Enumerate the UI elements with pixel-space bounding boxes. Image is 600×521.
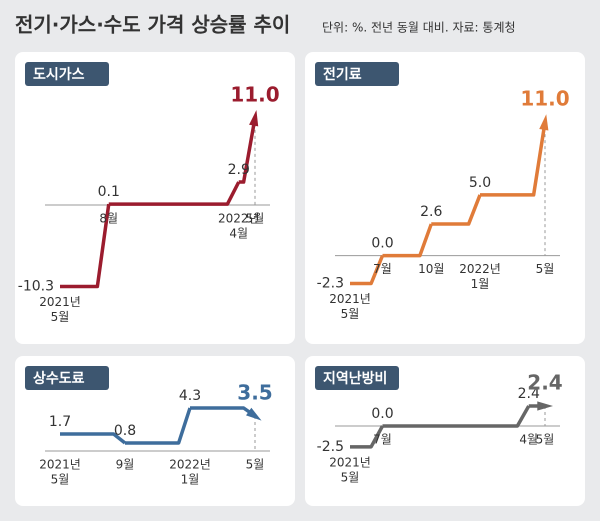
value-label: 11.0 [230,82,279,106]
line-segment [431,194,482,226]
panel-title: 전기료 [323,66,362,83]
page-subtitle: 단위: %. 전년 동월 대비. 자료: 통계청 [322,21,516,35]
page-title: 전기·가스·수도 가격 상승률 추이 [15,13,290,37]
line-segment [382,223,433,258]
panel [15,356,295,506]
x-tick-label: 4월 [229,226,248,240]
line-segment [60,203,111,289]
line-segment [350,425,385,449]
arrow-head [249,110,259,127]
line-segment [480,121,547,197]
x-tick-label: 2022년 [218,211,260,225]
value-label: 3.5 [237,381,272,405]
x-tick-label: 2022년 [169,458,211,472]
x-tick-label: 5월 [51,310,70,324]
value-label: 0.0 [371,236,393,252]
panel-tab [25,366,109,390]
value-label: 0.0 [371,406,393,422]
value-label: 11.0 [520,87,569,111]
x-tick-label: 4월 [519,433,538,447]
line-segment [125,407,192,445]
panel-title: 도시가스 [33,67,85,83]
panel-tab [25,62,109,86]
value-label: 2.9 [228,162,250,178]
panel-tab [315,62,399,86]
x-tick-label: 7월 [373,433,392,447]
value-label: -2.3 [317,276,344,292]
arrow-head [539,114,549,131]
value-label: -10.3 [18,278,54,294]
x-tick-label: 5월 [341,307,360,321]
panel-title: 상수도료 [33,371,85,387]
x-tick-label: 7월 [373,262,392,276]
x-tick-label: 2021년 [39,295,81,309]
value-label: 1.7 [49,414,71,430]
line-segment [382,405,531,428]
panel-title: 지역난방비 [323,370,387,387]
panel [15,52,295,344]
x-tick-label: 5월 [246,211,265,225]
value-label: 2.4 [518,386,540,402]
line-segment [238,117,257,184]
panel [305,356,585,506]
line-segment [108,181,241,206]
line-segment [350,254,385,286]
value-label: 2.6 [420,204,442,220]
line-segment [60,432,127,445]
x-tick-label: 1월 [471,277,490,291]
x-tick-label: 5월 [536,262,555,276]
x-tick-label: 2021년 [39,458,81,472]
value-label: -2.5 [317,439,344,455]
x-tick-label: 2022년 [459,262,501,276]
x-tick-label: 2021년 [329,292,371,306]
panel-tab [315,366,399,390]
x-tick-label: 9월 [116,458,135,472]
value-label: 0.8 [114,423,136,439]
x-tick-label: 5월 [51,473,70,487]
x-tick-label: 5월 [341,470,360,484]
x-tick-label: 10월 [418,262,444,276]
x-tick-label: 8월 [99,211,118,225]
value-label: 2.4 [527,371,562,395]
arrow-head [537,401,553,411]
x-tick-label: 5월 [246,458,265,472]
x-tick-label: 5월 [536,433,555,447]
x-tick-label: 2021년 [329,455,371,469]
value-label: 0.1 [98,184,120,200]
arrow-head [246,407,262,421]
x-tick-label: 1월 [181,473,200,487]
value-label: 4.3 [179,388,201,404]
value-label: 5.0 [469,175,491,191]
